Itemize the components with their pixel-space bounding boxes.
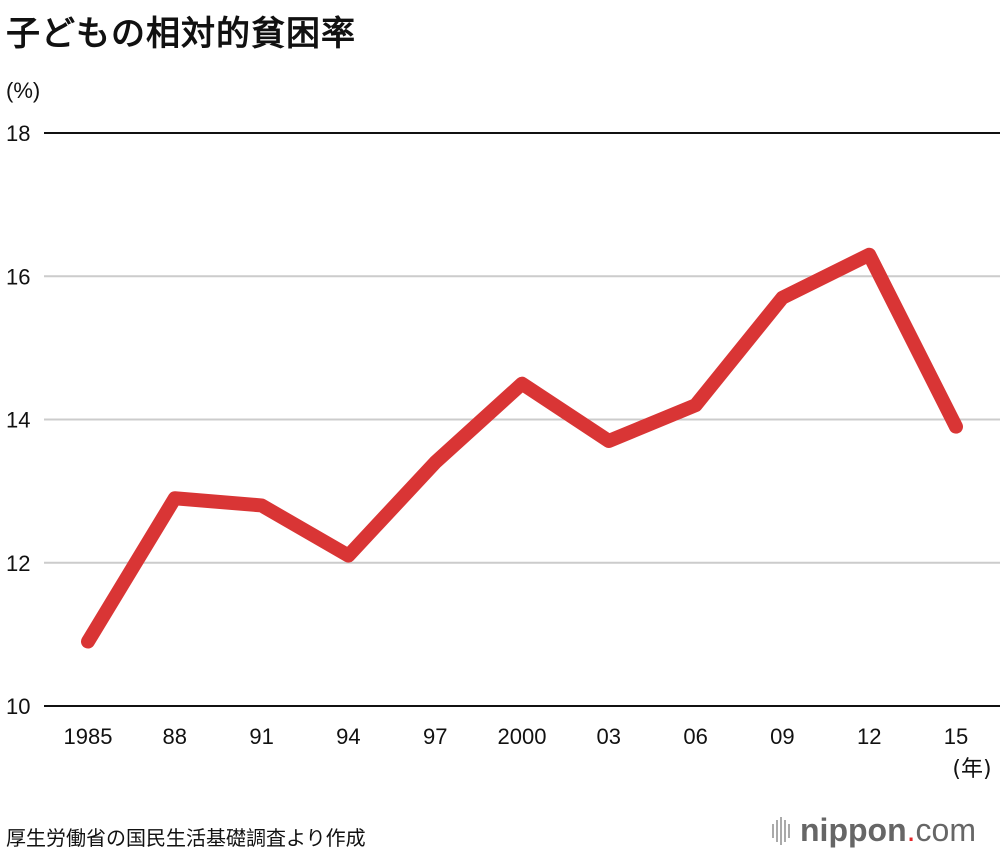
- nippon-com-logo: nippon. com: [772, 812, 976, 849]
- source-note: 厚生労働省の国民生活基礎調査より作成: [6, 826, 366, 850]
- logo-main: nippon: [800, 812, 907, 848]
- y-tick-label: 18: [6, 121, 30, 146]
- x-tick-label: 2000: [498, 724, 547, 749]
- x-tick-label: 15: [944, 724, 968, 749]
- x-tick-label: 06: [683, 724, 707, 749]
- y-tick-label: 10: [6, 694, 30, 719]
- x-tick-label: 03: [597, 724, 621, 749]
- x-tick-label: 12: [857, 724, 881, 749]
- x-tick-label: 1985: [64, 724, 113, 749]
- logo-dot: .: [906, 812, 916, 848]
- x-tick-label: 94: [336, 724, 360, 749]
- logo-suffix: com: [915, 812, 976, 848]
- x-tick-label: 09: [770, 724, 794, 749]
- y-tick-label: 12: [6, 551, 30, 576]
- logo-bars-icon: [772, 816, 790, 845]
- x-tick-label: 97: [423, 724, 447, 749]
- x-axis-unit: (年): [952, 757, 991, 782]
- y-axis-unit: (%): [6, 78, 41, 103]
- chart-title: 子どもの相対的貧困率: [6, 14, 356, 54]
- data-line: [81, 247, 963, 649]
- x-tick-label: 91: [249, 724, 273, 749]
- y-tick-label: 16: [6, 264, 30, 289]
- x-tick-label: 88: [163, 724, 187, 749]
- y-tick-label: 14: [6, 408, 30, 433]
